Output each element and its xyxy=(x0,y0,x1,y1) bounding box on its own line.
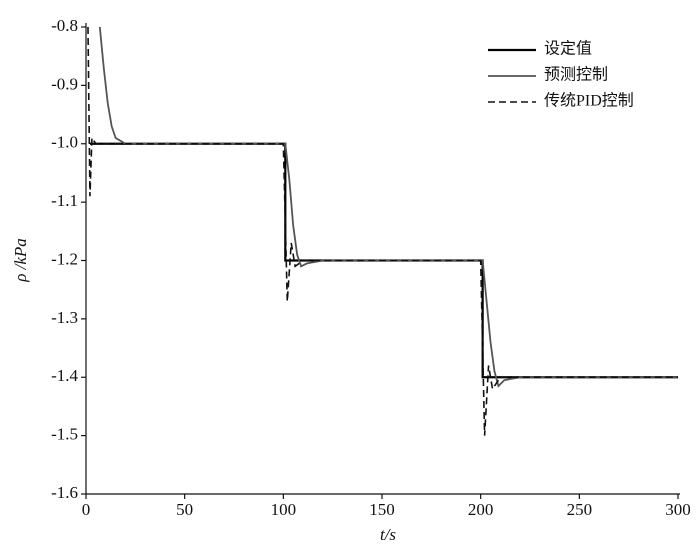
y-axis-label: ρ /kPa xyxy=(11,238,30,283)
y-tick-label: -1.6 xyxy=(51,483,78,502)
legend-label: 设定值 xyxy=(544,40,592,58)
x-axis-label: t/s xyxy=(380,525,396,544)
y-tick-label: -0.9 xyxy=(51,74,78,93)
x-tick-label: 0 xyxy=(82,500,91,519)
y-tick-label: -1.4 xyxy=(51,366,78,385)
x-tick-label: 250 xyxy=(567,500,593,519)
y-tick-label: -1.1 xyxy=(51,191,78,210)
x-tick-label: 200 xyxy=(468,500,494,519)
y-tick-label: -0.8 xyxy=(51,16,78,35)
x-tick-label: 300 xyxy=(665,500,691,519)
y-tick-label: -1.0 xyxy=(51,133,78,152)
x-tick-label: 150 xyxy=(369,500,395,519)
y-tick-label: -1.5 xyxy=(51,425,78,444)
y-tick-label: -1.3 xyxy=(51,308,78,327)
y-tick-label: -1.2 xyxy=(51,249,78,268)
legend-label: 预测控制 xyxy=(544,66,608,84)
x-tick-label: 50 xyxy=(176,500,193,519)
x-tick-label: 100 xyxy=(271,500,297,519)
series-line xyxy=(87,26,678,436)
legend-label: 传统PID控制 xyxy=(544,92,634,110)
